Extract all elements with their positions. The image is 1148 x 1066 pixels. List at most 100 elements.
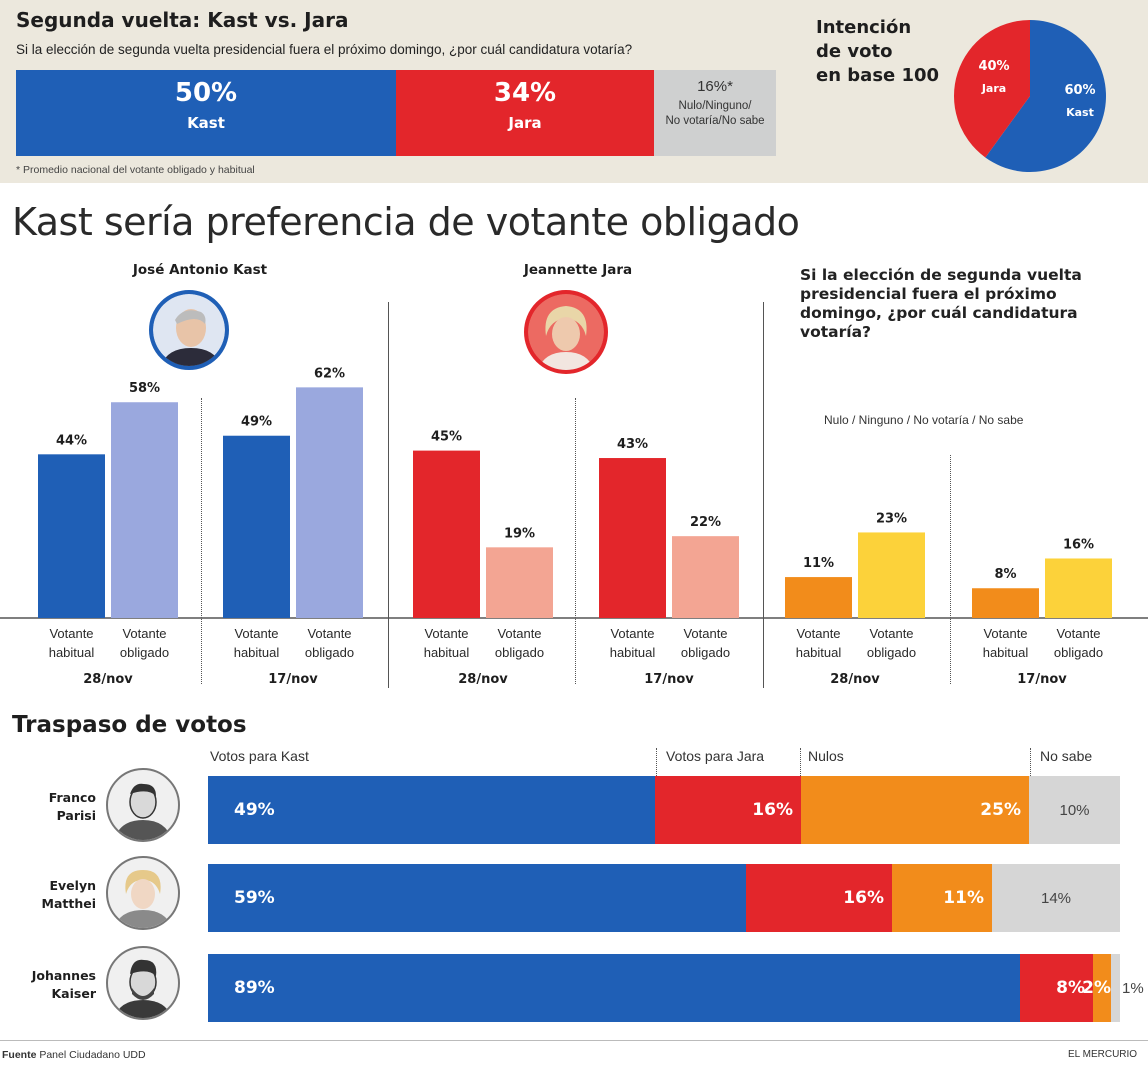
transfer-segment-label: 8%	[1056, 978, 1085, 998]
summary-other-label-2: No votaría/No sabe	[665, 115, 765, 127]
transfer-segment: 11%	[892, 864, 992, 932]
category-label: obligado	[867, 645, 916, 660]
bar	[672, 536, 739, 618]
transfer-divider	[1030, 748, 1031, 776]
panel-question-line-2: presidencial fuera el próximo	[800, 285, 1057, 303]
transfer-segment: 14%	[992, 864, 1120, 932]
person-icon	[528, 294, 604, 370]
pie-kast-pct: 60%	[1064, 83, 1095, 98]
category-label: habitual	[610, 645, 656, 660]
bar-value-label: 11%	[803, 556, 834, 571]
bar-value-label: 23%	[876, 511, 907, 526]
summary-bar-other: 16%* Nulo/Ninguno/ No votaría/No sabe	[654, 70, 776, 156]
transfer-segment-label: 25%	[980, 800, 1021, 820]
bar-value-label: 16%	[1063, 537, 1094, 552]
category-label: obligado	[305, 645, 354, 660]
pie-kast-label: Kast	[1066, 106, 1094, 119]
transfer-segment-label: 49%	[234, 800, 275, 820]
summary-kast-pct: 50%	[174, 78, 238, 108]
pie-jara-pct: 40%	[978, 59, 1009, 74]
nulo-label: Nulo / Ninguno / No votaría / No sabe	[824, 413, 1024, 427]
transfer-header-kast: Votos para Kast	[210, 748, 309, 764]
transfer-header-nulos: Nulos	[808, 748, 844, 764]
category-label: Votante	[424, 626, 468, 641]
candidate-name-jara: Jeannette Jara	[523, 262, 633, 278]
category-label: Votante	[796, 626, 840, 641]
category-label: Votante	[610, 626, 654, 641]
bar-value-label: 44%	[56, 433, 87, 448]
kast-photo	[149, 290, 229, 370]
header-question: Si la elección de segunda vuelta preside…	[16, 42, 633, 57]
panel-question-line-3: domingo, ¿por cuál candidatura	[800, 304, 1078, 322]
transfer-name-kaiser: Johannes Kaiser	[6, 967, 96, 1003]
pie-title-line-2: de voto	[816, 41, 893, 62]
transfer-divider	[800, 748, 801, 776]
bar	[599, 458, 666, 618]
category-label: Votante	[869, 626, 913, 641]
pie-slice-kast	[985, 20, 1106, 172]
panel-question: Si la elección de segunda vuelta preside…	[800, 266, 1082, 342]
transfer-segment: 89%	[208, 954, 1020, 1022]
person-icon	[114, 870, 172, 928]
transfer-segment: 16%	[746, 864, 892, 932]
transfer-segment: 10%	[1029, 776, 1120, 844]
transfer-segment-label: 89%	[234, 978, 275, 998]
pie-chart: 40% Jara 60% Kast	[954, 20, 1106, 172]
panel-question-line-1: Si la elección de segunda vuelta	[800, 266, 1082, 284]
panel-question-line-4: votaría?	[800, 323, 872, 341]
parisi-photo	[106, 768, 180, 842]
transfer-segment: 16%	[655, 776, 801, 844]
date-label: 28/nov	[458, 672, 508, 687]
bar	[296, 387, 363, 618]
category-label: Votante	[49, 626, 93, 641]
transfer-segment: 8%	[1020, 954, 1093, 1022]
transfer-header-nosabe: No sabe	[1040, 748, 1093, 764]
summary-kast-label: Kast	[187, 114, 225, 132]
transfer-segment-label: 1%	[1122, 979, 1144, 997]
date-label: 17/nov	[268, 672, 318, 687]
category-label: Votante	[983, 626, 1027, 641]
bar-value-label: 62%	[314, 366, 345, 381]
pie-title-line-1: Intención	[816, 17, 912, 38]
transfer-name-line: Matthei	[41, 896, 97, 911]
bar	[785, 577, 852, 618]
bar	[38, 454, 105, 618]
bar-value-label: 19%	[504, 526, 535, 541]
category-label: Votante	[234, 626, 278, 641]
transfer-bar-kaiser: 89% 8% 2% 1%	[208, 954, 1144, 1022]
category-label: obligado	[495, 645, 544, 660]
person-icon	[114, 783, 172, 840]
summary-jara-label: Jara	[508, 114, 542, 132]
footer-source: Fuente Panel Ciudadano UDD	[2, 1049, 146, 1061]
summary-bar: 50% Kast 34% Jara 16%* Nulo/Ninguno/ No …	[16, 70, 776, 156]
pie-title-line-3: en base 100	[816, 65, 940, 86]
category-label: habitual	[234, 645, 280, 660]
transfer-segment-label: 14%	[1040, 889, 1072, 907]
bar-value-label: 45%	[431, 430, 462, 445]
bar	[413, 450, 480, 618]
category-label: Votante	[1056, 626, 1100, 641]
transfer-bar-matthei: 59% 16% 11% 14%	[208, 864, 1120, 932]
person-icon	[114, 959, 172, 1018]
summary-panel: Segunda vuelta: Kast vs. Jara Si la elec…	[0, 0, 1148, 183]
category-label: habitual	[424, 645, 470, 660]
transfer-name-line: Parisi	[56, 808, 96, 823]
category-label: habitual	[796, 645, 842, 660]
category-label: obligado	[681, 645, 730, 660]
footer-rule	[0, 1040, 1148, 1041]
bar-value-label: 43%	[617, 437, 648, 452]
panel-divider	[763, 302, 764, 688]
summary-jara-pct: 34%	[493, 78, 557, 108]
header-title: Segunda vuelta: Kast vs. Jara	[16, 8, 349, 32]
transfer-divider	[656, 748, 657, 776]
summary-bar-jara: 34% Jara	[396, 70, 654, 156]
category-label: obligado	[120, 645, 169, 660]
main-title: Kast sería preferencia de votante obliga…	[12, 200, 800, 244]
kaiser-photo	[106, 946, 180, 1020]
transfer-name-parisi: Franco Parisi	[6, 789, 96, 825]
footer-source-label: Fuente	[2, 1049, 37, 1061]
transfer-segment: 49%	[208, 776, 655, 844]
bar	[111, 402, 178, 618]
transfer-segment: 59%	[208, 864, 746, 932]
transfer-segment-label: 59%	[234, 888, 275, 908]
